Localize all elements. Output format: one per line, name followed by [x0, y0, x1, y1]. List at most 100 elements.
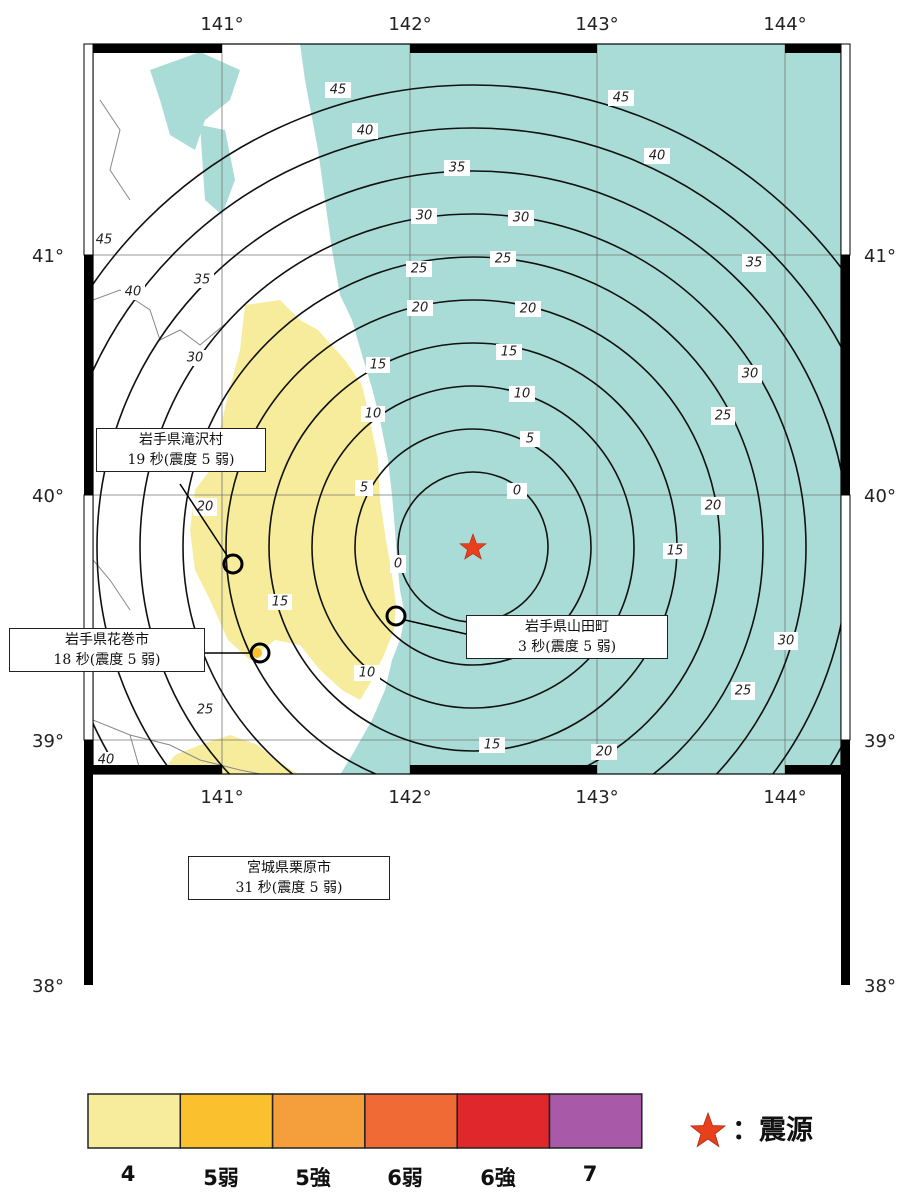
contour-label: 20 [323, 778, 349, 794]
contour-label: 40 [352, 123, 378, 139]
svg-text:30: 30 [593, 839, 610, 854]
svg-text:25: 25 [197, 703, 214, 718]
svg-text:15: 15 [667, 544, 684, 559]
svg-text:25: 25 [735, 684, 752, 699]
svg-text:30: 30 [314, 841, 331, 856]
map-frame [83, 43, 851, 985]
station-name: 岩手県山田町 [525, 619, 609, 635]
svg-text:35: 35 [446, 888, 463, 903]
scale-unit-label: km [605, 926, 664, 970]
svg-text:25: 25 [473, 828, 490, 843]
station-marker-takizawa[interactable] [222, 553, 244, 575]
svg-text:35: 35 [449, 161, 466, 176]
lat-label-right: 39° [864, 731, 896, 752]
contour-label: 40 [121, 284, 145, 300]
contour-label: 35 [190, 272, 214, 288]
prefecture-boundaries [93, 99, 263, 774]
svg-text:45: 45 [330, 985, 347, 1000]
contour-ring [93, 127, 841, 774]
lon-label-top: 143° [575, 14, 618, 35]
intensity-5-lower-region [252, 648, 262, 658]
station-name: 岩手県花巻市 [65, 632, 149, 648]
svg-text:0: 0 [513, 484, 521, 499]
svg-text:5: 5 [360, 481, 368, 496]
contour-label: 25 [731, 682, 755, 700]
svg-text:10: 10 [514, 387, 531, 402]
lon-label-top: 141° [200, 14, 243, 35]
svg-text:30: 30 [187, 351, 204, 366]
svg-text:30: 30 [513, 211, 530, 226]
contour-label: 30 [508, 210, 534, 226]
contour-ring [354, 428, 592, 666]
legend-swatch [271, 1093, 366, 1149]
lat-label-left: 41° [32, 246, 64, 267]
lon-label-top: 144° [763, 14, 806, 35]
contour-label: 45 [325, 984, 351, 1000]
contour-label: 25 [490, 251, 516, 267]
intensity-4-region [95, 880, 128, 925]
contour-label: 30 [183, 350, 207, 366]
station-callout-takizawa: 岩手県滝沢村 19 秒(震度 5 弱) [96, 428, 266, 472]
lat-label-left: 39° [32, 731, 64, 752]
svg-text:10: 10 [359, 666, 376, 681]
lon-label-top: 142° [388, 14, 431, 35]
legend-label: 6弱 [387, 1166, 423, 1190]
contour-label: 20 [591, 744, 617, 760]
station-marker-hanamaki[interactable] [249, 642, 271, 664]
contour-label: 35 [441, 887, 467, 903]
svg-text:20: 20 [705, 499, 722, 514]
scale-tick-label: 100 [782, 986, 820, 1010]
svg-text:30: 30 [778, 634, 795, 649]
contour-label: 25 [468, 827, 494, 843]
contour-label: 15 [479, 737, 505, 753]
contour-label: 15 [663, 543, 687, 559]
legend-swatch [179, 1093, 274, 1149]
bay-area [150, 52, 240, 150]
scale-tick-label: 50 [659, 986, 684, 1010]
contour-label: 35 [705, 788, 729, 806]
lat-label-left: 40° [32, 486, 64, 507]
intensity-4-region [190, 300, 396, 700]
lat-label-right: 41° [864, 246, 896, 267]
svg-text:30: 30 [416, 209, 433, 224]
station-marker-yamada[interactable] [385, 605, 407, 627]
contour-label: 30 [588, 838, 614, 854]
svg-text:35: 35 [194, 273, 211, 288]
svg-text:15: 15 [484, 738, 501, 753]
contour-label-group: 0 0 5 5 10 10 10 15 15 15 15 15 20 20 20… [93, 82, 798, 1000]
epicenter-key-star-icon [689, 1111, 727, 1148]
svg-text:25: 25 [495, 252, 512, 267]
contour-label: 5 [355, 480, 373, 496]
contour-label: 15 [366, 357, 390, 373]
svg-text:20: 20 [197, 500, 214, 515]
svg-text:5: 5 [526, 432, 534, 447]
contour-label: 30 [738, 365, 762, 383]
contour-label: 45 [608, 90, 634, 106]
contour-label: 20 [515, 301, 541, 317]
svg-text:40: 40 [578, 919, 595, 934]
arrival-time-contours [93, 84, 841, 774]
contour-label: 10 [354, 665, 380, 681]
legend-swatch [364, 1093, 458, 1149]
contour-label: 25 [406, 261, 432, 277]
epicenter-key: ：震源 [692, 1108, 813, 1147]
epicenter-key-label: ：震源 [732, 1115, 813, 1146]
contour-label: 30 [774, 632, 798, 650]
lon-label-bottom: 143° [575, 787, 618, 808]
contour-label: 15 [496, 344, 522, 360]
legend-label: 5強 [295, 1166, 331, 1190]
svg-text:45: 45 [96, 233, 113, 248]
contour-ring [182, 256, 764, 774]
contour-label: 15 [268, 594, 292, 610]
contour-label: 30 [411, 208, 437, 224]
station-name: 岩手県滝沢村 [139, 432, 223, 448]
svg-text:20: 20 [412, 301, 429, 316]
contour-label: 45 [93, 232, 115, 248]
svg-text:45: 45 [613, 91, 630, 106]
lon-label-bottom: 142° [388, 787, 431, 808]
legend-swatch [548, 1093, 643, 1149]
station-callout-yamada: 岩手県山田町 3 秒(震度 5 弱) [466, 615, 668, 659]
svg-text:25: 25 [411, 262, 428, 277]
svg-text:45: 45 [330, 83, 347, 98]
